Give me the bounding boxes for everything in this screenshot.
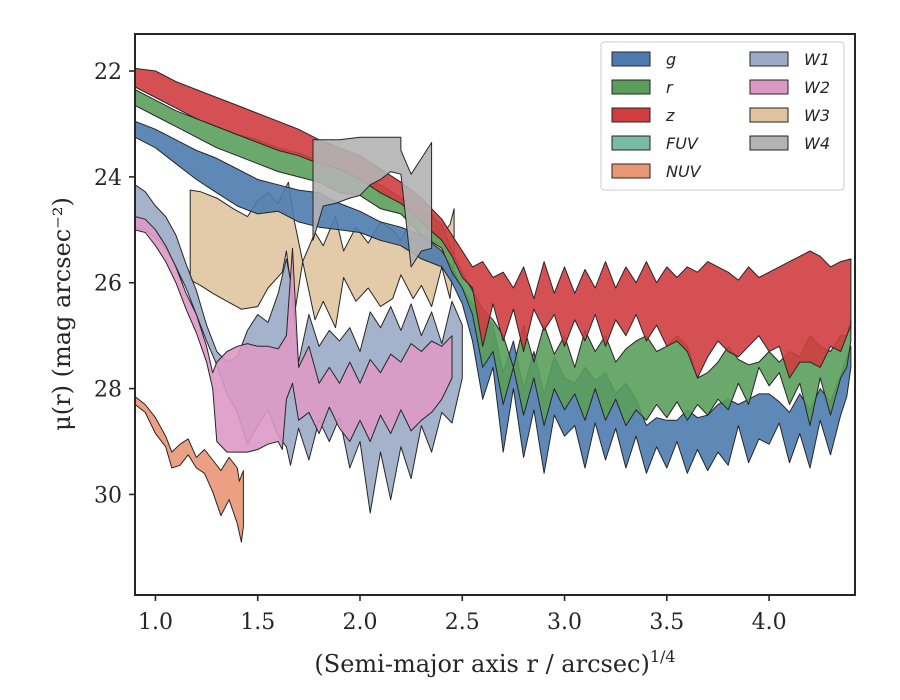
y-axis-label: μ(r) (mag arcsec⁻²)	[48, 197, 76, 431]
x-axis-label-main: (Semi-major axis r / arcsec)	[314, 650, 649, 678]
x-tick-label: 4.0	[752, 610, 787, 635]
series-layer	[135, 67, 852, 543]
x-tick-label: 2.5	[445, 610, 480, 635]
y-tick-label: 22	[94, 60, 122, 85]
legend-label-w4: W4	[804, 134, 830, 153]
x-tick-label: 3.5	[649, 610, 684, 635]
x-tick-label: 1.5	[240, 610, 275, 635]
x-axis-ticks: 1.0 1.5 2.0 2.5 3.0 3.5 4.0	[138, 595, 787, 635]
legend-swatch-fuv	[611, 135, 651, 151]
legend-swatch-w2	[749, 79, 789, 95]
series-band-w4	[312, 136, 433, 268]
x-tick-label: 2.0	[343, 610, 378, 635]
legend-label-w1: W1	[804, 50, 830, 69]
x-tick-label: 3.0	[547, 610, 582, 635]
y-tick-label: 26	[94, 272, 122, 297]
series-band-nuv	[135, 396, 244, 543]
legend-label-r: r	[666, 78, 674, 97]
x-tick-label: 1.0	[138, 610, 173, 635]
series-band-w2	[135, 216, 453, 453]
legend-swatch-g	[611, 51, 651, 67]
legend-label-g: g	[666, 50, 676, 69]
legend: grz FUV NUV W1 W2 W3 W4	[600, 41, 845, 191]
y-tick-label: 30	[94, 483, 122, 508]
legend-swatch-w3	[749, 107, 789, 123]
y-axis-ticks: 22 24 26 28 30	[94, 60, 135, 508]
legend-label-z: z	[665, 106, 675, 125]
x-axis-label: (Semi-major axis r / arcsec)1/4	[314, 647, 675, 678]
legend-swatch-r	[611, 79, 651, 95]
legend-label-fuv: FUV	[666, 134, 699, 153]
plot-frame	[134, 33, 856, 596]
legend-swatch-nuv	[611, 163, 651, 179]
legend-label-nuv: NUV	[666, 162, 702, 181]
legend-label-w2: W2	[804, 78, 830, 97]
y-tick-label: 24	[94, 166, 122, 191]
x-axis-label-superscript: 1/4	[650, 647, 676, 666]
legend-swatch-w1	[749, 51, 789, 67]
y-tick-label: 28	[94, 378, 122, 403]
legend-swatch-z	[611, 107, 651, 123]
legend-label-w3: W3	[804, 106, 830, 125]
legend-frame	[600, 41, 845, 191]
legend-swatch-w4	[749, 135, 789, 151]
